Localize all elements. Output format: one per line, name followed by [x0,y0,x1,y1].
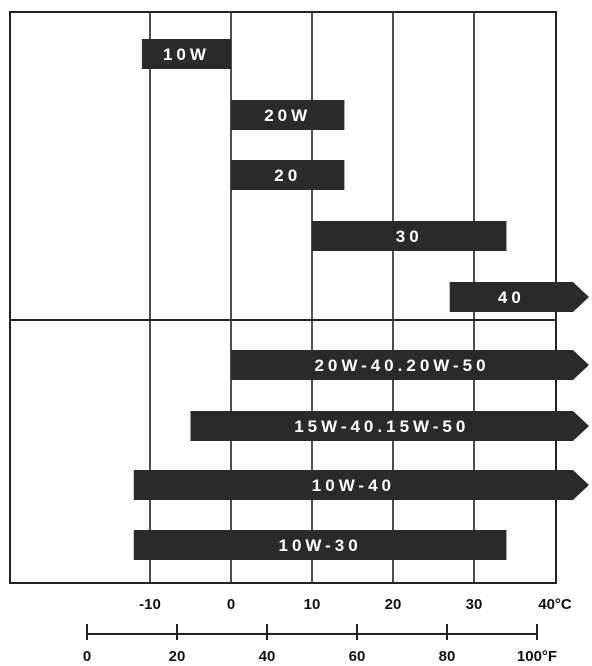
fahrenheit-tick-3: 60 [349,648,366,665]
celsius-tick-3: 20 [385,596,402,613]
fahrenheit-tick-2: 40 [259,648,276,665]
celsius-tick-4: 30 [466,596,483,613]
axes: -10 0 10 20 30 40°C 0 20 40 60 80 100°F [83,596,572,665]
bar-label-20W: 20W [264,106,311,125]
bar-label-40: 40 [498,288,525,307]
bar-label-15W-40.15W-50: 15W-40.15W-50 [294,417,469,436]
celsius-tick-1: 0 [227,596,235,613]
fahrenheit-tick-1: 20 [169,648,186,665]
fahrenheit-tick-5: 100°F [517,648,557,665]
fahrenheit-tick-4: 80 [439,648,456,665]
fahrenheit-tick-0: 0 [83,648,91,665]
bar-label-10W-30: 10W-30 [279,536,362,555]
bars: 10W 20W 20 30 40 20W-40.20W-50 15W-40.15W-50 10… [134,39,589,560]
celsius-tick-2: 10 [304,596,321,613]
bar-label-10W-40: 10W-40 [312,476,395,495]
bar-label-10W: 10W [163,45,210,64]
celsius-tick-0: -10 [139,596,161,613]
bar-label-30: 30 [396,227,423,246]
celsius-tick-5: 40°C [538,596,572,613]
bar-label-20: 20 [274,166,301,185]
bar-label-20W-40.20W-50: 20W-40.20W-50 [314,356,489,375]
